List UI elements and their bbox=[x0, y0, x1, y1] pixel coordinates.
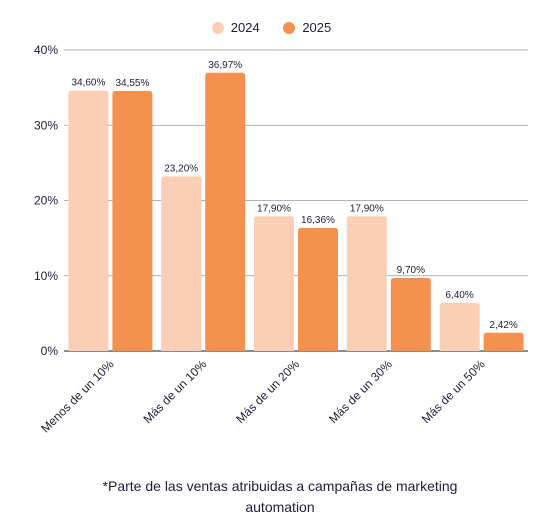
bar-2024 bbox=[346, 216, 387, 351]
legend-swatch-2025 bbox=[283, 21, 296, 34]
x-tick-label: Más de un 20% bbox=[233, 357, 302, 426]
bar-2024 bbox=[254, 216, 294, 351]
data-label: 34,55% bbox=[115, 78, 149, 89]
y-tick-label: 20% bbox=[34, 194, 58, 208]
data-label: 6,40% bbox=[445, 290, 473, 301]
data-label: 17,90% bbox=[257, 203, 291, 214]
data-label: 34,60% bbox=[71, 78, 105, 89]
y-tick-label: 0% bbox=[41, 344, 59, 358]
legend-swatch-2024 bbox=[211, 21, 224, 34]
bar-chart: 0% 10% 20% 30% 40% 34,60% 34,55% Menos de un 10… bbox=[34, 43, 528, 436]
bar-2025 bbox=[483, 332, 524, 351]
data-label: 2,42% bbox=[489, 320, 517, 331]
data-label: 36,97% bbox=[208, 60, 242, 71]
legend-item-2025: 2025 bbox=[283, 20, 331, 35]
legend-label-2024: 2024 bbox=[230, 20, 260, 35]
y-tick-label: 30% bbox=[34, 118, 58, 132]
x-tick-label: Más de un 10% bbox=[140, 357, 209, 426]
y-tick-label: 10% bbox=[34, 269, 58, 283]
data-label: 9,70% bbox=[397, 265, 425, 276]
chart-legend: 2024 2025 bbox=[0, 20, 543, 37]
bar-2024 bbox=[439, 302, 480, 351]
legend-item-2024: 2024 bbox=[211, 20, 260, 35]
x-tick-label: Más de un 30% bbox=[326, 357, 395, 426]
bar-2025 bbox=[112, 91, 153, 351]
x-tick-label: Más de un 50% bbox=[419, 357, 488, 426]
x-tick-label: Menos de un 10% bbox=[38, 357, 117, 436]
data-label: 17,90% bbox=[350, 203, 384, 214]
data-label: 16,36% bbox=[301, 215, 335, 226]
chart-footnote: *Parte de las ventas atribuidas a campañ… bbox=[40, 476, 520, 518]
bar-2025 bbox=[298, 227, 338, 351]
footnote-line-1: *Parte de las ventas atribuidas a campañ… bbox=[102, 478, 458, 494]
bar-2025 bbox=[390, 278, 431, 351]
bar-2024 bbox=[161, 176, 202, 351]
legend-label-2025: 2025 bbox=[302, 20, 332, 35]
y-tick-label: 40% bbox=[34, 43, 58, 57]
bar-2025 bbox=[205, 72, 246, 351]
bar-2024 bbox=[68, 90, 109, 351]
footnote-line-2: automation bbox=[245, 499, 315, 515]
data-label: 23,20% bbox=[164, 163, 198, 174]
